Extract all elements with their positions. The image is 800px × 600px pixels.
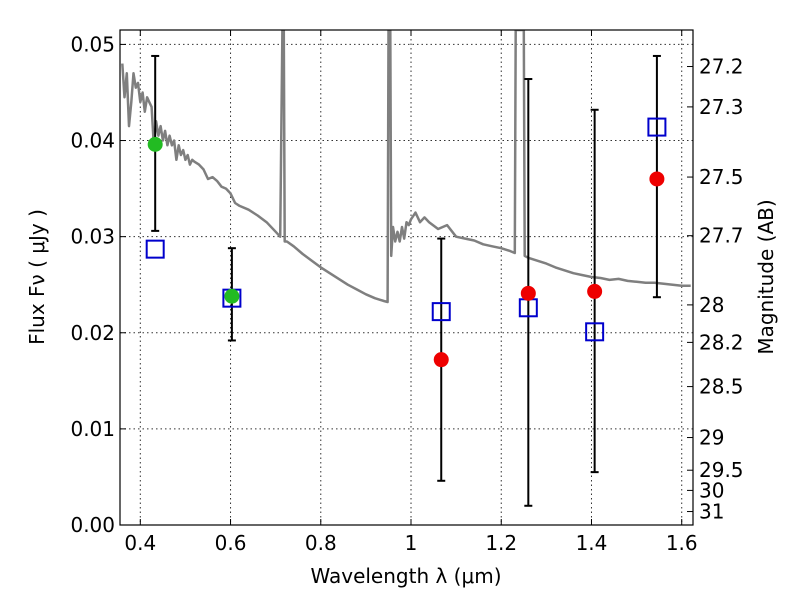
x-tick-label: 1.6: [666, 531, 698, 555]
right-tick-label: 27.2: [699, 55, 744, 79]
right-tick-label: 31: [699, 500, 724, 524]
y-tick-label: 0.04: [70, 129, 115, 153]
y-tick-label: 0.03: [70, 225, 115, 249]
x-tick-label: 0.8: [305, 531, 337, 555]
y-tick-label: 0.02: [70, 321, 115, 345]
right-tick-label: 27.3: [699, 95, 744, 119]
x-axis-label: Wavelength λ (μm): [310, 564, 501, 588]
errorbar-layer: [151, 54, 661, 507]
model-point: [647, 117, 667, 137]
axis-ticks: [120, 30, 693, 526]
spectrum-layer: [121, 30, 691, 304]
observed-point: [587, 283, 603, 299]
x-tick-label: 1.2: [485, 531, 517, 555]
y-tick-labels: 0.00 0.01 0.02 0.03 0.04 0.05: [70, 32, 115, 537]
observed-point: [433, 352, 449, 368]
right-tick-label: 27.7: [699, 224, 744, 248]
observed-point: [520, 285, 536, 301]
y-tick-label: 0.01: [70, 417, 115, 441]
plot-frame: [119, 29, 694, 526]
observed-points-layer: [147, 136, 665, 368]
right-tick-label: 28: [699, 293, 724, 317]
x-tick-labels: 0.4 0.6 0.8 1 1.2 1.4 1.6: [124, 531, 697, 555]
model-point: [145, 239, 165, 259]
y-tick-label: 0.05: [70, 32, 115, 56]
x-tick-label: 1.4: [576, 531, 608, 555]
right-tick-label: 28.5: [699, 375, 744, 399]
right-tick-label: 29.5: [699, 458, 744, 482]
right-tick-label: 29: [699, 426, 724, 450]
y-axis-label: Flux Fν ( μJy ): [25, 209, 49, 345]
y-axis-right-label: Magnitude (AB): [754, 199, 778, 354]
y-tick-label: 0.00: [70, 513, 115, 537]
model-point: [431, 302, 451, 322]
observed-point: [147, 136, 163, 152]
right-tick-label: 27.5: [699, 165, 744, 189]
right-tick-label: 30: [699, 478, 724, 502]
x-tick-label: 1: [405, 531, 418, 555]
spectrum-line: [121, 30, 691, 304]
grid: [120, 30, 693, 525]
model-point: [585, 322, 605, 342]
x-tick-label: 0.4: [124, 531, 156, 555]
observed-point: [649, 171, 665, 187]
model-points-layer: [145, 117, 667, 342]
x-tick-label: 0.6: [215, 531, 247, 555]
observed-point: [224, 288, 240, 304]
right-tick-label: 28.2: [699, 330, 744, 354]
